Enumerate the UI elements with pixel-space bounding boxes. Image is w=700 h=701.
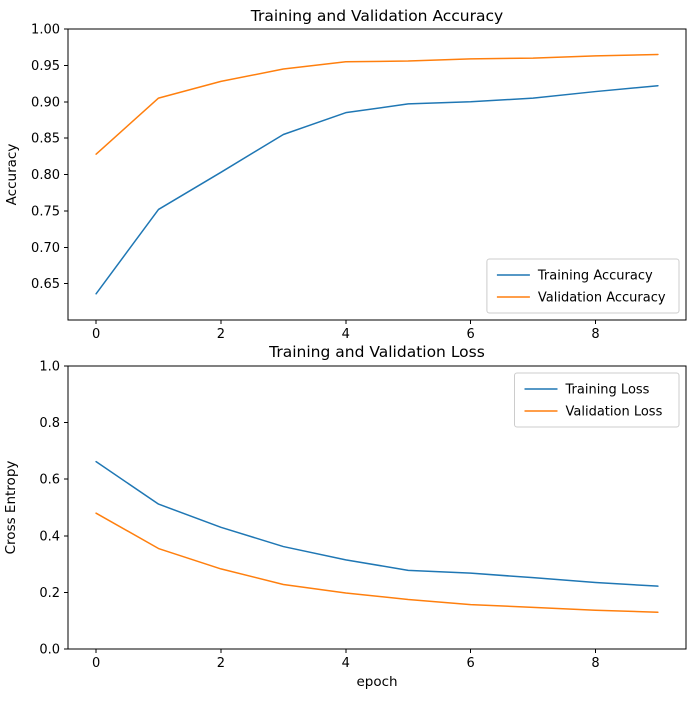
y-tick-label: 0.70 (31, 241, 60, 256)
subplot-accuracy: 0 2 4 6 8 0.65 0.70 0.75 0.80 0.85 0.90 0.95 1.00 Tra… (4, 7, 687, 342)
y-tick-label: 0.0 (39, 643, 60, 658)
axes-frame (67, 365, 687, 650)
line-validation-loss (95, 512, 659, 613)
line-training-loss (95, 460, 659, 587)
legend: Training Accuracy Validation Accuracy (486, 258, 680, 314)
x-tick-label: 8 (591, 327, 599, 342)
line-training-accuracy (95, 84, 659, 295)
line-validation-accuracy (95, 53, 659, 155)
legend-label: Validation Accuracy (538, 291, 666, 306)
x-tick-label: 2 (217, 327, 225, 342)
y-tick-label: 0.80 (31, 168, 60, 183)
y-tick-label: 0.90 (31, 95, 60, 110)
y-tick-label: 1.0 (39, 360, 60, 375)
chart-title: Training and Validation Loss (268, 343, 485, 361)
y-tick-label: 0.2 (39, 586, 60, 601)
x-tick-label: 6 (466, 327, 474, 342)
legend-label: Training Accuracy (537, 269, 653, 284)
legend-label: Validation Loss (566, 405, 663, 420)
legend-label: Training Loss (565, 383, 650, 398)
y-tick-label: 0.6 (39, 473, 60, 488)
legend-frame (514, 372, 680, 428)
chart-title: Training and Validation Accuracy (250, 7, 503, 25)
x-tick-label: 4 (342, 656, 350, 671)
y-tick-label: 0.8 (39, 416, 60, 431)
y-tick-label: 0.95 (31, 59, 60, 74)
x-tick-label: 0 (92, 656, 100, 671)
y-axis-label: Accuracy (4, 144, 20, 206)
x-tick-label: 4 (342, 327, 350, 342)
y-tick-label: 0.65 (31, 277, 60, 292)
y-tick-label: 0.85 (31, 132, 60, 147)
x-tick-label: 2 (217, 656, 225, 671)
x-tick-label: 8 (591, 656, 599, 671)
x-tick-label: 6 (466, 656, 474, 671)
legend-frame (486, 258, 680, 314)
x-axis-label: epoch (356, 674, 397, 690)
subplot-loss: 0 2 4 6 8 0.0 0.2 0.4 0.6 0.8 1.0 Training and Vali… (3, 343, 687, 690)
y-tick-label: 0.4 (39, 529, 60, 544)
legend: Training Loss Validation Loss (514, 372, 680, 428)
y-tick-label: 0.75 (31, 204, 60, 219)
y-axis-label: Cross Entropy (3, 461, 19, 555)
x-tick-label: 0 (92, 327, 100, 342)
y-tick-label: 1.00 (31, 23, 60, 38)
